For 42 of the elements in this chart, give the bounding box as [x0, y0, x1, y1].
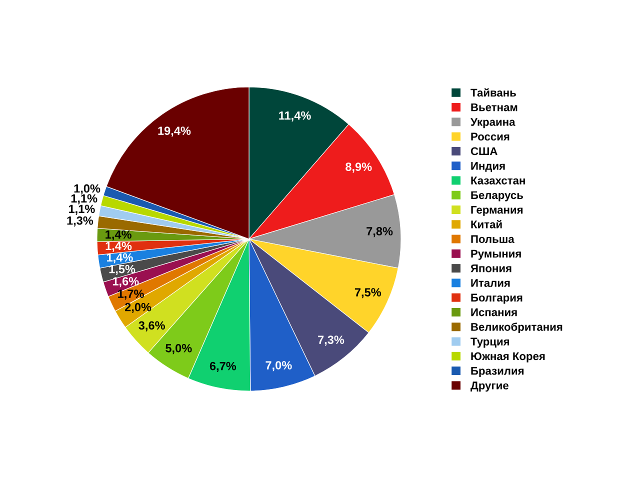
- data-label: 1,7%: [118, 290, 144, 300]
- legend-label: Китай: [471, 220, 502, 228]
- data-label: 7,5%: [354, 288, 382, 298]
- data-label: 1,4%: [106, 242, 132, 252]
- legend-label: Болгария: [471, 294, 522, 304]
- legend-label: Испания: [471, 308, 517, 316]
- legend-label: Вьетнам: [471, 103, 518, 112]
- data-label: 7,3%: [318, 336, 344, 346]
- data-label: 1,1%: [71, 194, 98, 204]
- data-label: 2,0%: [125, 302, 152, 313]
- legend-label: Румыния: [471, 250, 521, 260]
- data-label: 19,4%: [158, 126, 191, 137]
- legend-label: Турция: [470, 338, 510, 348]
- data-label: 7,0%: [266, 361, 292, 372]
- legend-label: Индия: [471, 162, 505, 172]
- legend-label: Италия: [471, 279, 510, 287]
- legend-label: Тайвань: [470, 88, 516, 97]
- data-label: 1,4%: [106, 230, 132, 240]
- data-label: 1,3%: [67, 216, 94, 226]
- legend-label: Другие: [470, 382, 508, 392]
- legend-label: Казахстан: [471, 176, 525, 184]
- legend-label: Великобритания: [471, 322, 562, 334]
- data-label: 3,6%: [138, 321, 165, 332]
- data-label: 7,8%: [366, 227, 393, 238]
- legend-label: Польша: [471, 235, 514, 243]
- legend-label: Бразилия: [471, 367, 524, 377]
- legend-label: Япония: [470, 264, 512, 272]
- legend-label: Беларусь: [471, 191, 523, 202]
- legend-label: Южная Корея: [471, 352, 545, 362]
- data-label: 1,1%: [69, 204, 95, 215]
- data-label: 1,0%: [74, 184, 100, 194]
- data-label: 5,0%: [166, 344, 192, 354]
- legend-label: Украина: [470, 118, 516, 128]
- legend-label: Россия: [471, 132, 510, 141]
- legend-label: Германия: [471, 206, 523, 216]
- data-label: 1,6%: [112, 277, 139, 288]
- data-label: 1,5%: [109, 264, 136, 275]
- data-label: 6,7%: [210, 362, 236, 372]
- data-label: 1,4%: [107, 253, 133, 264]
- data-label: 8,9%: [346, 162, 372, 173]
- legend-label: США: [470, 147, 498, 156]
- data-label: 11,4%: [279, 111, 311, 122]
